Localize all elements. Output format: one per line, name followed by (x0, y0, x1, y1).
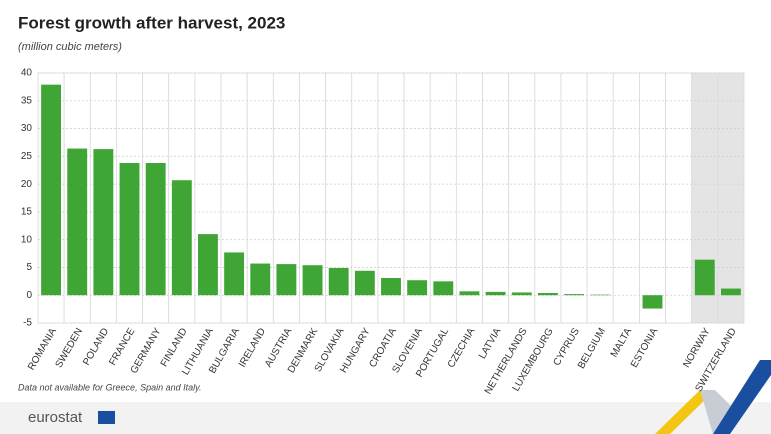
y-tick-label: 10 (21, 234, 33, 245)
bar (302, 265, 323, 296)
footnote: Data not available for Greece, Spain and… (18, 382, 201, 392)
bar (145, 163, 166, 296)
bar (198, 234, 218, 296)
column-bg (639, 72, 666, 324)
bar (720, 288, 741, 296)
column-bg (508, 72, 536, 324)
logo: eurostat (28, 409, 83, 426)
column-bg (717, 72, 745, 324)
bar (41, 84, 62, 296)
column-bg (482, 72, 510, 324)
bar (590, 294, 611, 296)
bar (485, 291, 506, 296)
ribbon-yellow (655, 390, 715, 434)
plot: -50510152025303540ROMANIASWEDENPOLANDFRA… (21, 68, 745, 396)
bar (642, 295, 663, 309)
y-tick-label: 25 (21, 151, 33, 162)
x-tick-label: MALTA (609, 326, 635, 359)
column-bg (560, 72, 588, 324)
column-bg (665, 72, 693, 324)
bar (67, 148, 88, 296)
bar (407, 280, 428, 296)
bar (381, 278, 401, 296)
bar (119, 163, 140, 296)
eu-flag (98, 411, 115, 424)
column-bg (455, 72, 483, 324)
chart-title: Forest growth after harvest, 2023 (18, 13, 285, 32)
bar (459, 291, 480, 296)
y-tick-label: -5 (23, 318, 32, 329)
column-bg (612, 72, 640, 324)
y-tick-label: 35 (21, 95, 33, 106)
y-tick-label: 30 (21, 123, 33, 134)
bar (511, 292, 532, 296)
x-tick-label: LATVIA (477, 326, 504, 361)
bar (694, 259, 715, 296)
column-bg (586, 72, 614, 324)
bar (354, 270, 375, 296)
y-tick-label: 15 (21, 207, 33, 218)
y-tick-label: 5 (26, 262, 32, 273)
bar (537, 293, 558, 296)
bar (328, 268, 349, 296)
bar (433, 281, 454, 296)
y-tick-label: 0 (26, 290, 32, 301)
bar (564, 294, 584, 296)
bar (93, 149, 114, 296)
bar (276, 264, 297, 296)
bar (171, 180, 192, 296)
bar (250, 263, 271, 296)
chart-subtitle: (million cubic meters) (18, 41, 122, 53)
bar (224, 252, 245, 296)
column-bg (534, 72, 562, 324)
ribbon-blue (713, 360, 771, 434)
y-tick-label: 20 (21, 179, 33, 190)
footer-band (0, 402, 771, 434)
y-tick-label: 40 (21, 68, 33, 79)
